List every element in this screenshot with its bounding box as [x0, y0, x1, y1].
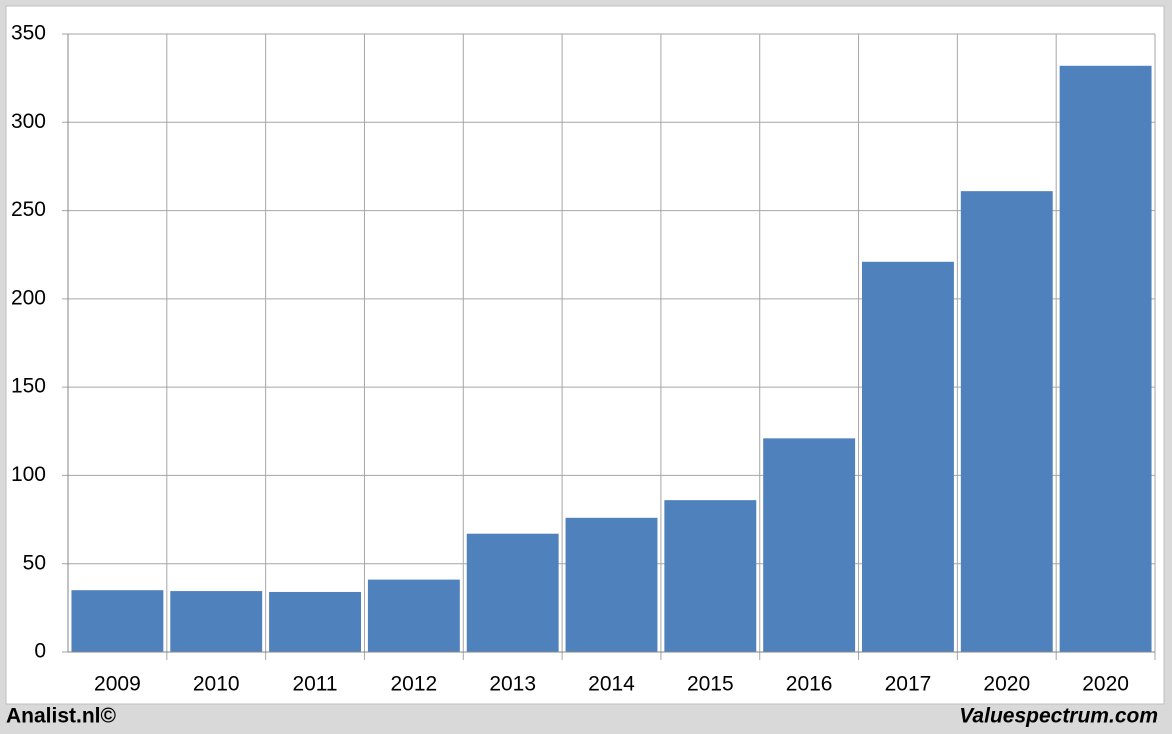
y-tick-label: 350 [11, 22, 46, 45]
x-tick-label: 2009 [94, 673, 141, 696]
x-tick-label: 2015 [687, 673, 734, 696]
bar [1059, 65, 1152, 653]
x-tick-label: 2020 [1082, 673, 1129, 696]
bar [565, 517, 658, 652]
x-tick-label: 2011 [292, 673, 337, 696]
y-tick-label: 150 [11, 375, 46, 398]
footer-right: Valuespectrum.com [959, 705, 1158, 728]
bar [960, 191, 1053, 653]
bar [466, 533, 559, 652]
bar [664, 500, 757, 652]
x-tick-label: 2016 [786, 673, 833, 696]
y-tick-label: 100 [11, 463, 46, 486]
bar [269, 591, 361, 652]
footer-left: Analist.nl© [6, 705, 117, 728]
y-tick-label: 0 [34, 640, 46, 663]
x-tick-label: 2012 [391, 673, 438, 696]
bar [170, 591, 263, 652]
bar [71, 590, 164, 652]
x-tick-label: 2014 [588, 673, 635, 696]
x-tick-label: 2010 [193, 673, 240, 696]
bar [763, 438, 856, 652]
y-tick-label: 250 [11, 198, 46, 221]
bar [367, 579, 460, 652]
y-tick-label: 50 [23, 551, 46, 574]
y-tick-label: 200 [11, 286, 46, 309]
bar [862, 261, 954, 652]
x-tick-label: 2020 [983, 673, 1030, 696]
y-tick-label: 300 [11, 110, 46, 133]
x-tick-label: 2017 [885, 673, 932, 696]
x-tick-label: 2013 [489, 673, 536, 696]
